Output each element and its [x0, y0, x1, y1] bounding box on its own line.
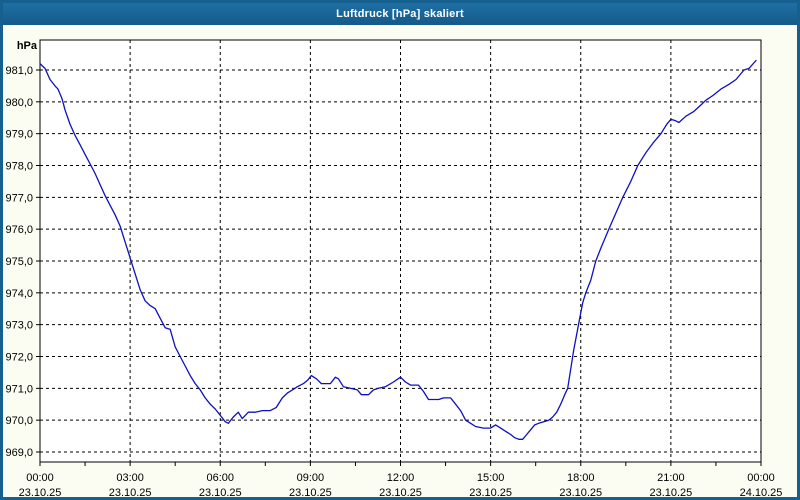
- x-tick-date-label: 23.10.25: [559, 487, 602, 497]
- y-tick-label: 979,0: [5, 129, 33, 141]
- y-tick-label: 971,0: [5, 383, 33, 395]
- pressure-series-line: [39, 59, 757, 440]
- x-tick-time-label: 03:00: [116, 472, 144, 484]
- plot-frame: [39, 39, 762, 463]
- x-tick-date-label: 23.10.25: [469, 487, 512, 497]
- x-tick-time-label: 18:00: [567, 472, 595, 484]
- x-tick-date-label: 23.10.25: [199, 487, 242, 497]
- y-tick-label: 976,0: [5, 224, 33, 236]
- x-tick-time-label: 06:00: [206, 472, 234, 484]
- y-tick-label: 970,0: [5, 415, 33, 427]
- pressure-line-chart: hPa 981,0 980,0 979,0 978,0 977,0 976,0 975,0 9…: [5, 39, 783, 497]
- y-tick-label: 980,0: [5, 97, 33, 109]
- y-tick-label: 978,0: [5, 160, 33, 172]
- window-titlebar: Luftdruck [hPa] skaliert: [3, 3, 797, 25]
- x-tick-time-label: 12:00: [387, 472, 415, 484]
- window-title: Luftdruck [hPa] skaliert: [336, 8, 464, 20]
- y-tick-label: 981,0: [5, 65, 33, 77]
- x-tick-time-label: 15:00: [477, 472, 505, 484]
- y-tick-label: 975,0: [5, 256, 33, 268]
- x-tick-time-label: 21:00: [657, 472, 685, 484]
- y-tick-label: 977,0: [5, 192, 33, 204]
- y-axis-unit-label: hPa: [17, 40, 38, 52]
- x-tick-date-label: 24.10.25: [740, 487, 783, 497]
- x-tick-date-label: 23.10.25: [109, 487, 152, 497]
- x-tick-time-label: 09:00: [297, 472, 325, 484]
- y-tick-label: 969,0: [5, 447, 33, 459]
- x-tick-date-label: 23.10.25: [379, 487, 422, 497]
- x-tick-time-label: 00:00: [747, 472, 775, 484]
- x-tick-date-label: 23.10.25: [19, 487, 62, 497]
- x-tick-date-label: 23.10.25: [289, 487, 332, 497]
- x-tick-time-label: 00:00: [26, 472, 54, 484]
- y-tick-label: 974,0: [5, 288, 33, 300]
- chart-container: hPa 981,0 980,0 979,0 978,0 977,0 976,0 975,0 9…: [3, 25, 797, 497]
- y-tick-label: 972,0: [5, 351, 33, 363]
- x-tick-date-label: 23.10.25: [649, 487, 692, 497]
- y-tick-label: 973,0: [5, 320, 33, 332]
